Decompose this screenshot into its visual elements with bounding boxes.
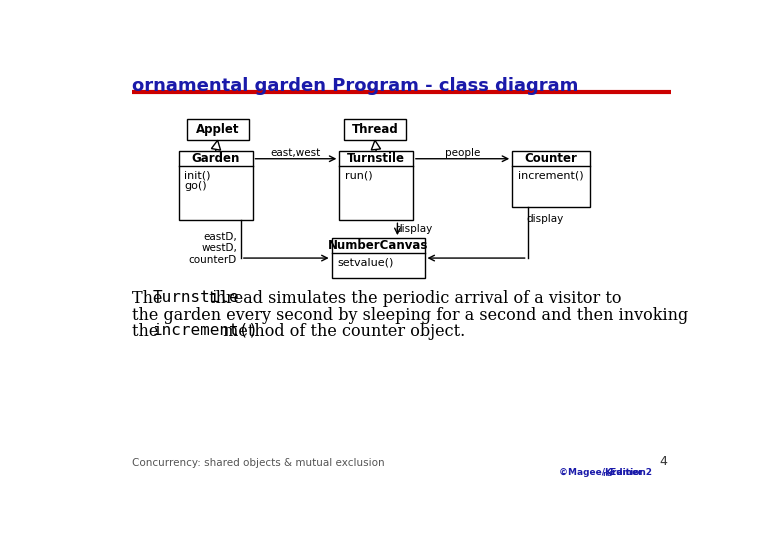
Bar — [339, 151, 413, 220]
Text: people: people — [445, 148, 480, 158]
Text: init(): init() — [184, 170, 211, 180]
Bar — [186, 119, 249, 140]
Text: Counter: Counter — [524, 152, 577, 165]
Polygon shape — [211, 140, 221, 150]
Text: the: the — [133, 323, 164, 340]
Text: 4: 4 — [659, 455, 667, 468]
Text: method of the counter object.: method of the counter object. — [218, 323, 465, 340]
Text: Garden: Garden — [192, 152, 240, 165]
Text: setvalue(): setvalue() — [337, 257, 393, 267]
Text: increment(): increment() — [518, 170, 583, 180]
Text: NumberCanvas: NumberCanvas — [328, 239, 428, 252]
Text: Thread: Thread — [352, 123, 399, 136]
Text: Turnstile: Turnstile — [347, 152, 405, 165]
Text: ©Magee/Kramer 2: ©Magee/Kramer 2 — [558, 468, 651, 477]
Bar — [512, 151, 590, 207]
Bar — [344, 119, 406, 140]
Text: eastD,
westD,
counterD: eastD, westD, counterD — [189, 232, 237, 265]
Text: thread simulates the periodic arrival of a visitor to: thread simulates the periodic arrival of… — [204, 291, 622, 307]
Text: display: display — [526, 214, 563, 224]
Polygon shape — [371, 140, 381, 150]
Text: ornamental garden Program - class diagram: ornamental garden Program - class diagra… — [133, 77, 579, 95]
Text: run(): run() — [345, 170, 372, 180]
Text: increment(): increment() — [153, 323, 258, 338]
Text: nd: nd — [603, 471, 613, 477]
Text: Edition: Edition — [607, 468, 646, 477]
Text: east,west: east,west — [271, 148, 321, 158]
Bar — [332, 238, 424, 278]
Text: go(): go() — [184, 181, 207, 191]
Bar — [179, 151, 253, 220]
Text: Applet: Applet — [196, 123, 239, 136]
Text: the garden every second by sleeping for a second and then invoking: the garden every second by sleeping for … — [133, 307, 689, 323]
Text: display: display — [396, 224, 433, 234]
Text: Concurrency: shared objects & mutual exclusion: Concurrency: shared objects & mutual exc… — [133, 458, 385, 468]
Text: Turnstile: Turnstile — [153, 291, 239, 306]
Text: The: The — [133, 291, 168, 307]
